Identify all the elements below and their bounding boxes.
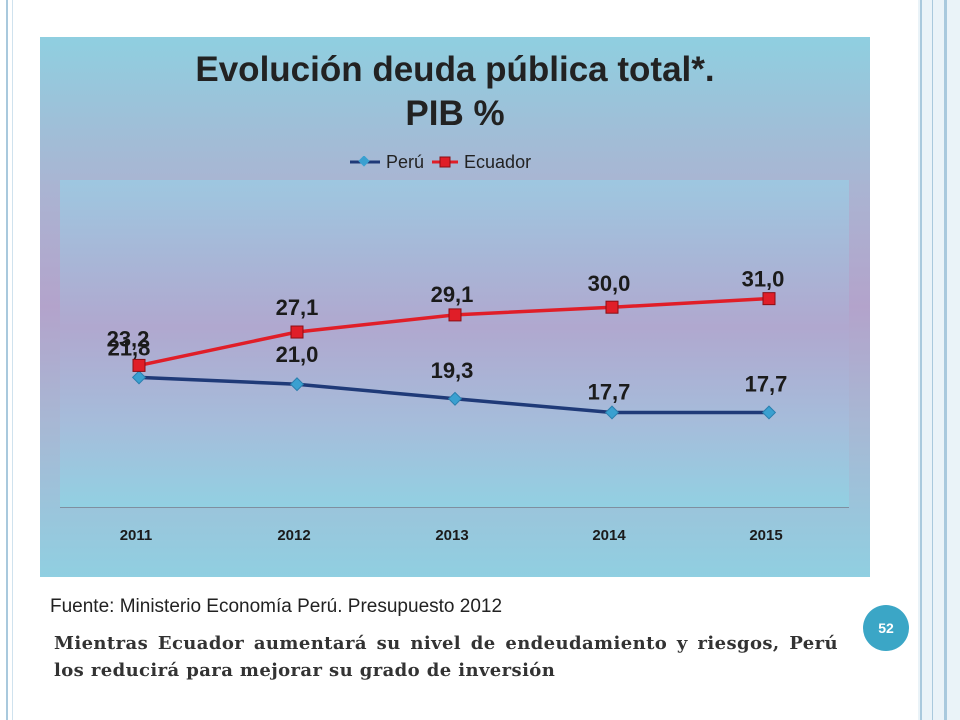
page-number-badge: 52	[863, 605, 909, 651]
slide-frame-right-line-2	[932, 0, 933, 720]
point-ecuador-2013	[448, 308, 462, 322]
legend-label-ecuador: Ecuador	[464, 151, 532, 172]
data-label-peru-2011: 21,8	[108, 335, 151, 360]
data-label-ecuador-2013: 29,1	[431, 282, 474, 307]
slide-frame-right	[918, 0, 960, 720]
data-label-peru-2013: 19,3	[431, 358, 474, 383]
legend-item-peru: Perú	[348, 152, 424, 173]
point-peru-2015	[761, 405, 777, 420]
point-ecuador-2011	[132, 358, 146, 372]
chart-title-line-2: PIB %	[405, 94, 505, 133]
x-tick-2015: 2015	[749, 527, 782, 544]
data-label-peru-2012: 21,0	[276, 342, 319, 367]
slide-frame-left-inner	[12, 0, 13, 720]
data-label-ecuador-2014: 30,0	[588, 271, 631, 296]
point-ecuador-2014	[605, 300, 619, 314]
point-ecuador-2015	[762, 292, 776, 306]
legend-label-peru: Perú	[386, 151, 425, 172]
data-label-ecuador-2015: 31,0	[742, 267, 785, 292]
point-peru-2012	[289, 377, 305, 392]
x-tick-2014: 2014	[592, 527, 626, 544]
slide-frame-right-line-1	[920, 0, 922, 720]
source-note: Fuente: Ministerio Economía Perú. Presup…	[50, 596, 503, 617]
data-label-peru-2014: 17,7	[588, 379, 631, 404]
slide-frame-left	[6, 0, 8, 720]
point-peru-2011	[131, 370, 147, 385]
legend-item-ecuador: Ecuador	[430, 152, 531, 173]
plot-area	[60, 180, 849, 507]
data-label-ecuador-2011: 23,2	[107, 326, 150, 351]
point-peru-2014	[604, 405, 620, 420]
x-tick-2012: 2012	[277, 527, 310, 544]
point-peru-2013	[447, 391, 463, 406]
data-label-ecuador-2012: 27,1	[276, 295, 319, 320]
chart-legend: Perú Ecuador	[348, 151, 537, 173]
x-axis-line	[60, 507, 849, 508]
data-label-peru-2015: 17,7	[745, 371, 788, 396]
chart-title-line-1: Evolución deuda pública total*.	[195, 50, 715, 89]
slide-caption: Mientras Ecuador aumentará su nivel de e…	[54, 633, 838, 681]
chart-title: Evolución deuda pública total*. PIB %	[40, 48, 870, 136]
x-tick-2013: 2013	[435, 527, 468, 544]
legend-peru-swatch	[350, 156, 380, 167]
legend-ecuador-swatch	[432, 156, 459, 168]
slide-frame-right-line-3	[944, 0, 947, 720]
x-tick-2011: 2011	[120, 527, 153, 544]
point-ecuador-2012	[290, 325, 304, 339]
